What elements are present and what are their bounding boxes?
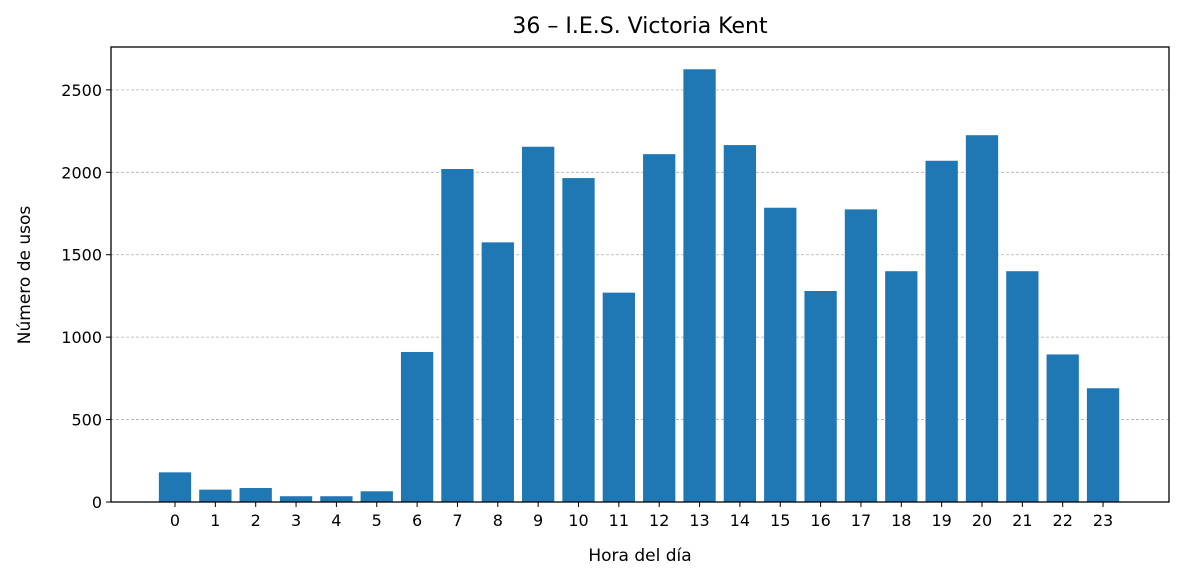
bar-hour-20 [965, 135, 999, 503]
bar-hour-19 [925, 160, 958, 502]
bar-hour-15 [764, 207, 797, 502]
bar-hour-3 [279, 496, 313, 502]
chart-title: 36 – I.E.S. Victoria Kent [512, 14, 768, 39]
bar-hour-14 [723, 145, 757, 502]
bar-hour-8 [481, 242, 514, 502]
bar-hour-2 [239, 487, 272, 502]
y-tick-label: 0 [92, 493, 102, 512]
bar-hour-12 [643, 154, 676, 502]
y-tick-label: 1500 [61, 246, 102, 265]
x-tick-label: 11 [609, 511, 629, 530]
y-tick-label: 1000 [61, 328, 102, 347]
bar-hour-4 [320, 496, 353, 502]
y-tick-label: 2000 [61, 163, 102, 182]
x-tick-label: 8 [493, 511, 503, 530]
y-axis: 0 500 1000 1500 2000 2500 [61, 81, 111, 512]
x-tick-label: 5 [372, 511, 382, 530]
bar-hour-0 [158, 472, 192, 502]
bar-hour-11 [602, 292, 635, 502]
x-tick-label: 18 [891, 511, 911, 530]
bar-hour-7 [441, 168, 474, 503]
x-tick-label: 6 [412, 511, 422, 530]
x-tick-label: 23 [1093, 511, 1113, 530]
bar-hour-9 [522, 146, 555, 503]
bar-hour-1 [199, 489, 232, 502]
bar-hour-21 [1006, 271, 1039, 502]
bar-hour-23 [1086, 388, 1120, 502]
bar-hour-22 [1046, 354, 1079, 502]
bar-hour-6 [400, 351, 434, 502]
x-tick-label: 22 [1053, 511, 1073, 530]
x-tick-label: 0 [170, 511, 180, 530]
x-tick-label: 15 [770, 511, 790, 530]
bar-hour-13 [683, 69, 716, 502]
bar-hour-5 [360, 491, 393, 502]
x-tick-label: 19 [931, 511, 951, 530]
x-tick-label: 16 [810, 511, 830, 530]
y-tick-label: 500 [71, 411, 102, 430]
x-tick-label: 12 [649, 511, 669, 530]
x-tick-label: 20 [972, 511, 992, 530]
x-tick-label: 7 [452, 511, 462, 530]
x-tick-label: 4 [331, 511, 341, 530]
x-tick-label: 13 [689, 511, 709, 530]
x-tick-label: 2 [251, 511, 261, 530]
x-tick-label: 3 [291, 511, 301, 530]
x-tick-label: 9 [533, 511, 543, 530]
y-tick-label: 2500 [61, 81, 102, 100]
x-axis: 0 1 2 3 4 5 6 7 8 9 10 11 12 13 14 15 16 17 18 19 20 21 22 23 [170, 502, 1113, 530]
bar-hour-17 [844, 209, 878, 502]
bar-hour-10 [562, 178, 595, 502]
plot-frame [110, 46, 1170, 503]
x-tick-label: 1 [210, 511, 220, 530]
bar-hour-18 [885, 271, 918, 502]
x-tick-label: 10 [568, 511, 588, 530]
x-tick-label: 17 [851, 511, 871, 530]
bars [158, 69, 1120, 503]
x-axis-label: Hora del día [588, 546, 691, 566]
y-axis-label: Número de usos [15, 206, 35, 345]
x-tick-label: 14 [730, 511, 750, 530]
x-tick-label: 21 [1012, 511, 1032, 530]
bar-hour-16 [804, 290, 837, 502]
